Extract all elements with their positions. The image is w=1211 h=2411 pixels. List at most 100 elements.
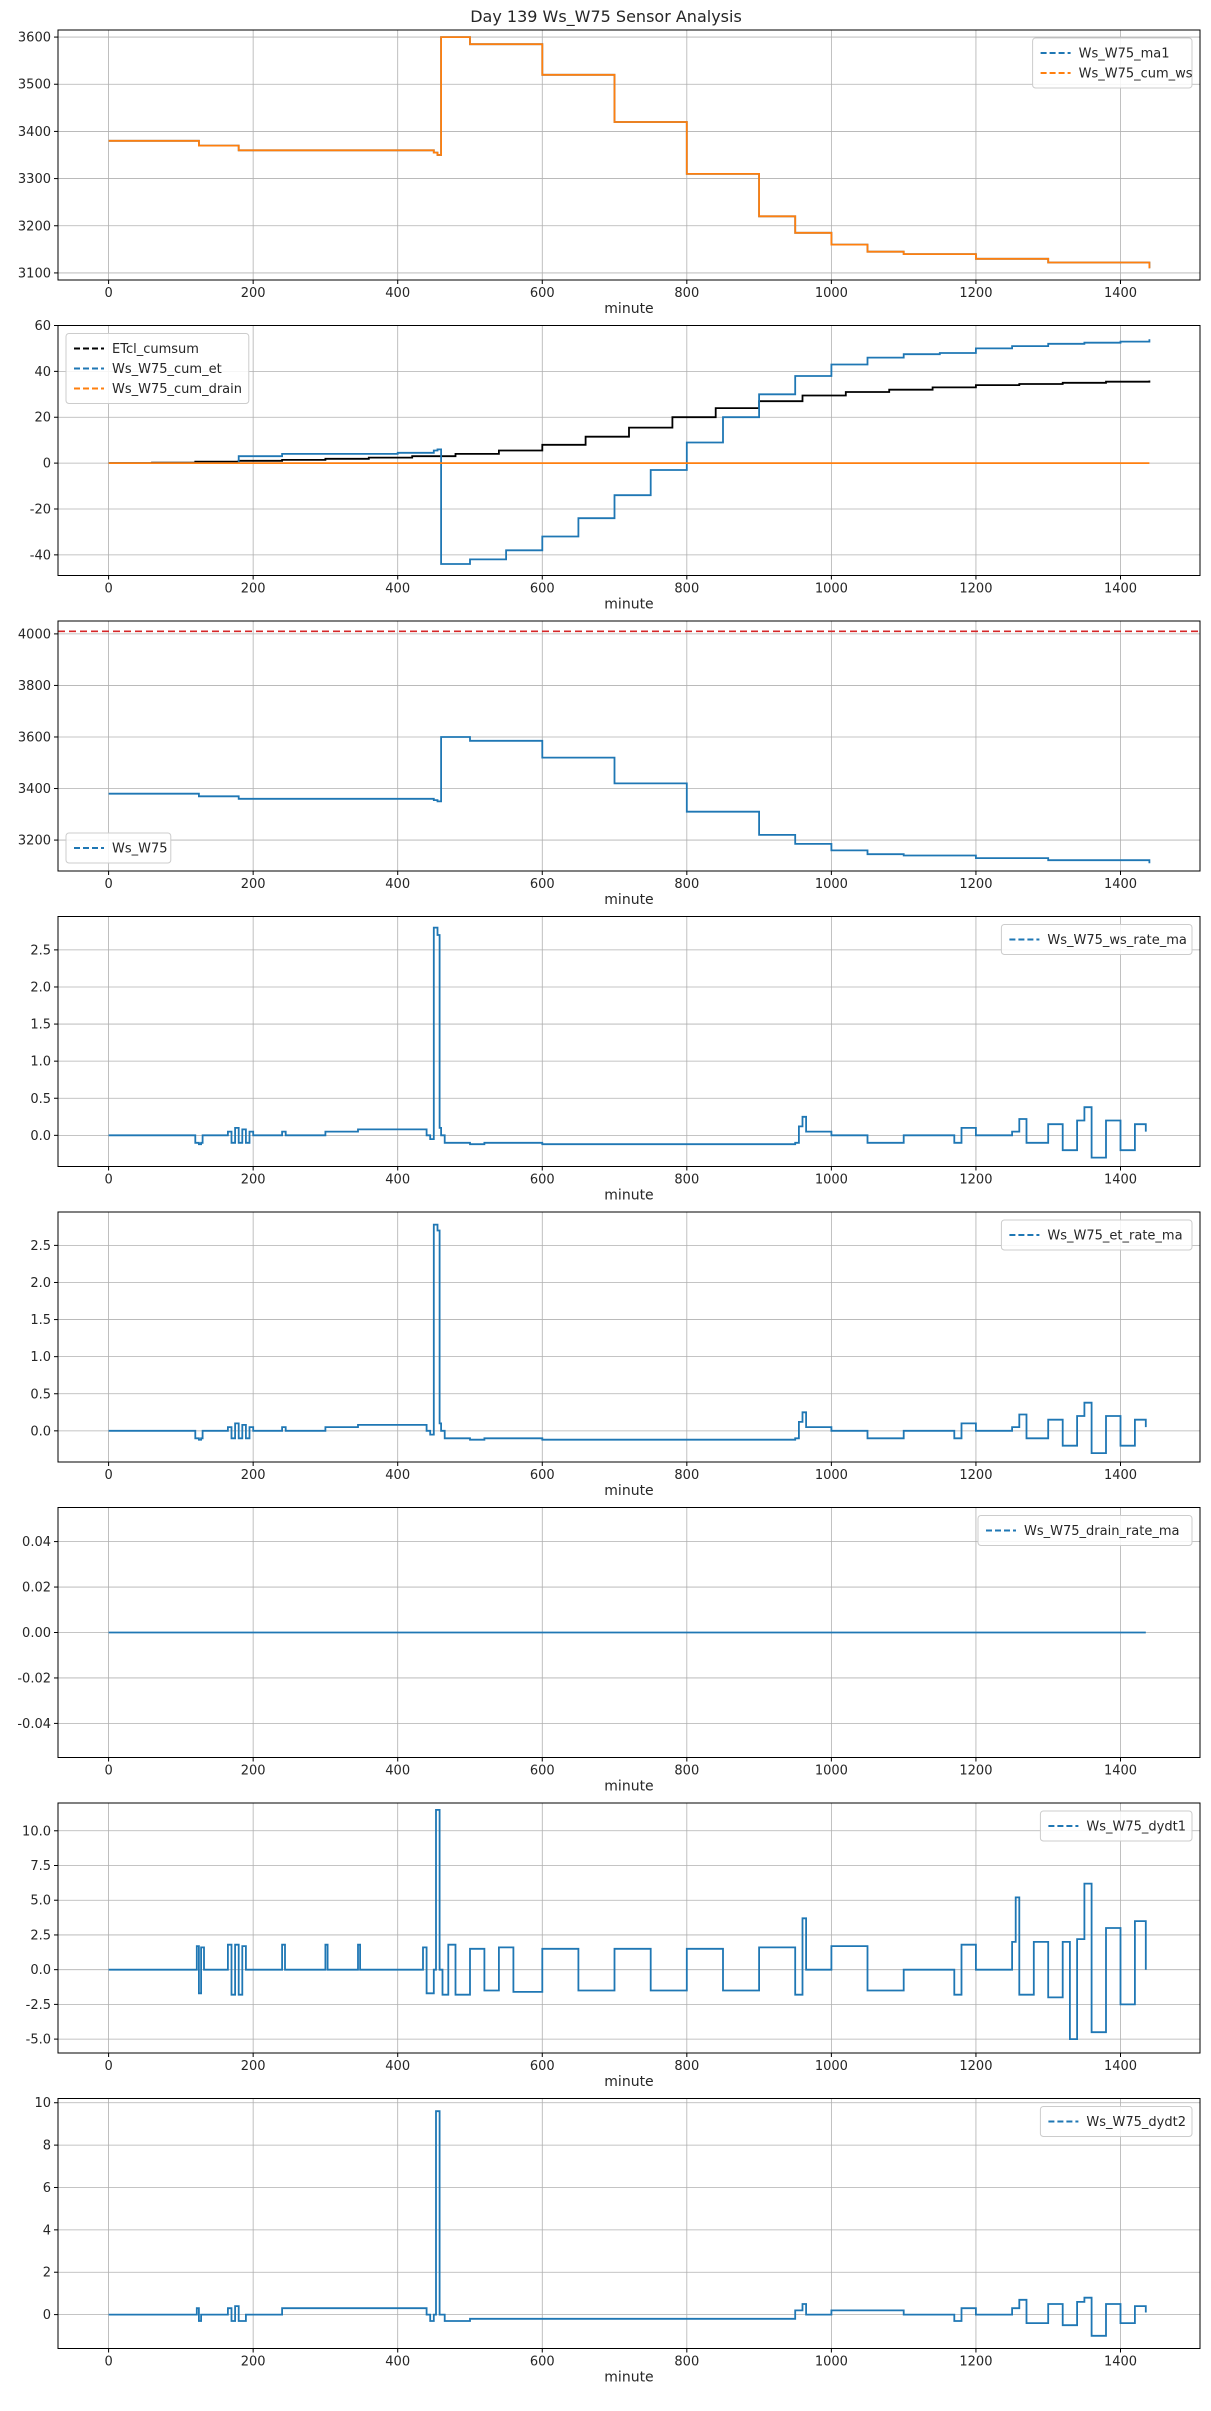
x-tick-label: 200: [241, 286, 266, 301]
x-tick-label: 1400: [1104, 1468, 1137, 1483]
x-tick-label: 1400: [1104, 1764, 1137, 1779]
legend-label: Ws_W75_dydt2: [1086, 2115, 1186, 2130]
y-tick-label: 0.0: [30, 1963, 51, 1978]
x-tick-label: 1000: [815, 2355, 848, 2370]
y-tick-label: 5.0: [30, 1894, 51, 1909]
x-axis-label: minute: [604, 1188, 653, 1204]
x-tick-label: 400: [385, 582, 410, 597]
y-tick-label: 1.5: [30, 1018, 51, 1033]
x-tick-label: 400: [385, 1764, 410, 1779]
x-tick-label: 1000: [815, 2059, 848, 2074]
x-tick-label: 1200: [959, 286, 992, 301]
x-tick-label: 800: [674, 582, 699, 597]
x-tick-label: 600: [530, 1173, 555, 1188]
x-tick-label: 0: [104, 286, 112, 301]
axes-frame: [57, 325, 1201, 576]
x-tick-label: 400: [385, 2059, 410, 2074]
legend-box: [65, 832, 172, 864]
legend: Ws_W75_ws_rate_ma: [1000, 924, 1193, 955]
y-tick-label: 2.5: [30, 1239, 51, 1254]
x-tick-label: 400: [385, 286, 410, 301]
y-tick-label: 7.5: [30, 1859, 51, 1874]
legend-box: [1039, 1810, 1193, 1842]
y-tick-label: 1.5: [30, 1313, 51, 1328]
legend: Ws_W75_dydt1: [1039, 1810, 1193, 1842]
chart-panel-6: 0 200 400 600 800 1000 1200 1400 -0.04 -0.02 0.00 0…: [17, 1507, 1201, 1795]
y-tick-label: 10: [34, 2096, 51, 2111]
y-tick-label: 2: [43, 2266, 51, 2281]
y-tick-label: 4: [43, 2223, 51, 2238]
x-tick-label: 1400: [1104, 582, 1137, 597]
y-tick-label: 1.0: [30, 1055, 51, 1070]
legend-label: Ws_W75_dydt1: [1086, 1820, 1186, 1835]
legend-label: Ws_W75_ma1: [1079, 47, 1170, 62]
x-axis-label: minute: [604, 1483, 653, 1499]
x-tick-label: 1400: [1104, 1173, 1137, 1188]
x-tick-label: 800: [674, 877, 699, 892]
y-tick-label: 6: [43, 2181, 51, 2196]
axes-frame: [57, 1802, 1201, 2054]
y-tick-label: 40: [34, 365, 51, 380]
y-tick-label: 3800: [18, 679, 51, 694]
legend-label: Ws_W75_ws_rate_ma: [1047, 933, 1186, 948]
y-tick-label: 3300: [18, 172, 51, 187]
y-tick-label: 3400: [18, 782, 51, 797]
x-tick-label: 1000: [815, 1764, 848, 1779]
legend-box: [1000, 1219, 1193, 1251]
y-tick-label: 0.0: [30, 1424, 51, 1439]
y-tick-label: 0.02: [22, 1581, 51, 1596]
chart-panel-3: 0 200 400 600 800 1000 1200 1400 3200 3400 3600 380…: [18, 620, 1201, 908]
y-tick-label: -2.5: [26, 1998, 51, 2013]
y-tick-label: 0.5: [30, 1092, 51, 1107]
x-tick-label: 800: [674, 286, 699, 301]
x-tick-label: 1200: [959, 2059, 992, 2074]
series-line-Ws_W75_cum_et: [108, 339, 1151, 565]
x-tick-label: 800: [674, 1764, 699, 1779]
legend-label: Ws_W75: [112, 842, 168, 857]
y-tick-label: 8: [43, 2139, 51, 2154]
x-tick-label: 600: [530, 1764, 555, 1779]
y-tick-label: 0.0: [30, 1129, 51, 1144]
legend-box: [1000, 924, 1193, 955]
series-line-Ws_W75_dydt1: [108, 1809, 1147, 2040]
legend-box: [1032, 37, 1193, 89]
x-axis-label: minute: [604, 597, 653, 613]
x-tick-label: 200: [241, 582, 266, 597]
x-tick-label: 800: [674, 1173, 699, 1188]
x-tick-label: 200: [241, 2355, 266, 2370]
x-tick-label: 1200: [959, 582, 992, 597]
y-tick-label: 10.0: [22, 1824, 51, 1839]
y-tick-label: -5.0: [26, 2033, 51, 2048]
y-tick-label: 3600: [18, 730, 51, 745]
series-line-Ws_W75_ws_rate_ma: [108, 926, 1147, 1159]
y-tick-label: 4000: [18, 627, 51, 642]
chart-panel-1: 0 200 400 600 800 1000 1200 1400 3100 3200 3300 340…: [18, 29, 1201, 317]
x-axis-label: minute: [604, 301, 653, 317]
y-tick-label: 2.5: [30, 943, 51, 958]
x-tick-label: 400: [385, 1173, 410, 1188]
x-tick-label: 800: [674, 1468, 699, 1483]
legend-label: Ws_W75_drain_rate_ma: [1024, 1524, 1179, 1539]
legend-label: Ws_W75_et_rate_ma: [1047, 1229, 1182, 1244]
x-tick-label: 1200: [959, 877, 992, 892]
y-tick-label: -20: [30, 502, 51, 517]
chart-panel-8: 0 200 400 600 800 1000 1200 1400 0 2 4 6 8 10 minute Ws…: [34, 2096, 1201, 2386]
y-tick-label: -40: [30, 548, 51, 563]
y-tick-label: 0: [43, 457, 51, 472]
legend-label: Ws_W75_cum_et: [112, 362, 222, 377]
y-tick-label: 0.5: [30, 1387, 51, 1402]
x-axis-label: minute: [604, 1779, 653, 1795]
x-tick-label: 1200: [959, 1764, 992, 1779]
x-tick-label: 200: [241, 1468, 266, 1483]
x-tick-label: 0: [104, 2059, 112, 2074]
x-axis-label: minute: [604, 2370, 653, 2386]
x-tick-label: 1400: [1104, 2355, 1137, 2370]
y-tick-label: 3100: [18, 266, 51, 281]
legend-box: [977, 1515, 1193, 1546]
y-tick-label: 3200: [18, 834, 51, 849]
y-tick-label: -0.02: [17, 1671, 51, 1686]
y-tick-label: 0: [43, 2308, 51, 2323]
x-tick-label: 400: [385, 2355, 410, 2370]
legend: Ws_W75: [65, 832, 172, 864]
